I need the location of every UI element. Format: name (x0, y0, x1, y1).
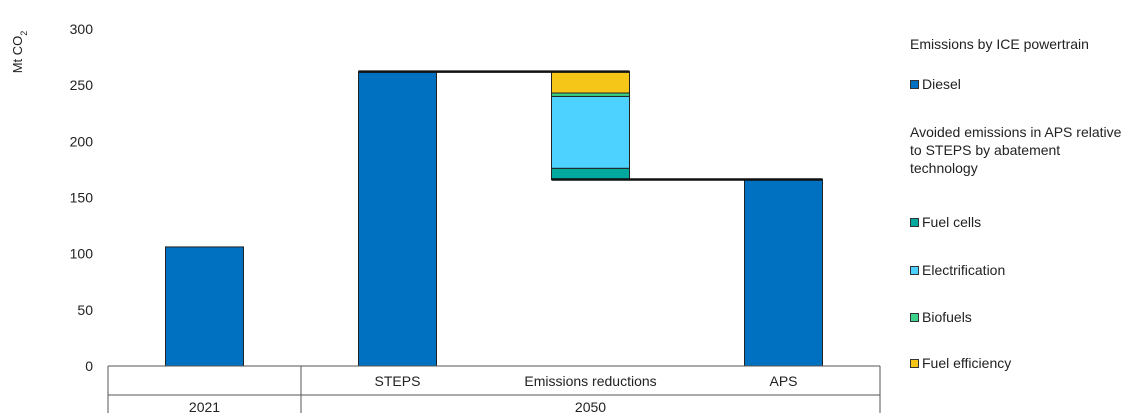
legend-item-fuel-cells: Fuel cells (910, 214, 981, 230)
legend-swatch-fuel-cells (910, 217, 919, 227)
bar-fuel-efficiency (551, 71, 630, 94)
y-tick-label: 150 (70, 190, 94, 206)
group-label: 2021 (189, 399, 220, 413)
bar-diesel (744, 179, 823, 367)
x-tick-label: STEPS (375, 373, 421, 389)
legend-item-diesel: Diesel (910, 76, 961, 92)
legend-swatch-fuel-efficiency (910, 358, 919, 368)
bar-electrification (551, 95, 630, 169)
x-tick-label: APS (769, 373, 797, 389)
legend-item-biofuels: Biofuels (910, 309, 972, 325)
legend-label-biofuels: Biofuels (922, 309, 972, 325)
connectors (358, 70, 823, 181)
legend-swatch-biofuels (910, 312, 919, 322)
bar-diesel (358, 71, 437, 367)
bar-diesel (165, 246, 244, 367)
y-tick-label: 100 (70, 246, 94, 262)
bar-biofuels (551, 92, 630, 97)
legend-label-fuel-efficiency: Fuel efficiency (922, 355, 1012, 371)
legend-label-fuel-cells: Fuel cells (922, 214, 982, 230)
x-axis: STEPS Emissions reductions APS 2021 2050 (107, 365, 881, 413)
legend-swatch-electrification (910, 265, 919, 275)
bar-fuel-cells (551, 167, 630, 181)
y-tick-label: 50 (77, 302, 93, 318)
legend-subtitle: Avoided emissions in APS relative to STE… (910, 124, 1122, 176)
legend-item-fuel-efficiency: Fuel efficiency (910, 355, 1011, 371)
bars (165, 71, 823, 367)
legend-title: Emissions by ICE powertrain (910, 36, 1089, 52)
y-tick-label: 0 (85, 358, 93, 374)
legend-item-electrification: Electrification (910, 262, 1005, 278)
y-tick-label: 300 (70, 21, 94, 37)
legend-label-electrification: Electrification (922, 262, 1006, 278)
legend-label-diesel: Diesel (922, 76, 961, 92)
x-tick-label: Emissions reductions (524, 373, 656, 389)
y-tick-label: 200 (70, 133, 94, 149)
group-label: 2050 (575, 399, 606, 413)
y-axis-label: Mt CO2 (10, 31, 29, 74)
y-axis: 0 50 100 150 200 250 300 (70, 21, 94, 374)
y-tick-label: 250 (70, 77, 94, 93)
legend-swatch-diesel (910, 79, 919, 89)
